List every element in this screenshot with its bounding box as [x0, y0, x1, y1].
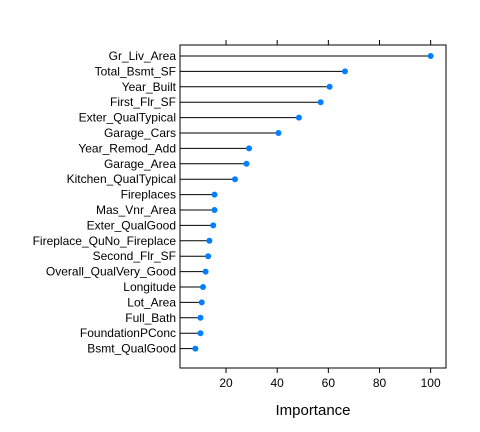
tick-label-100: 100 [421, 376, 441, 390]
point-kitchen-qualtypical [231, 176, 238, 183]
point-garage-area [243, 160, 250, 167]
label-first-flr-sf: First_Flr_SF [110, 95, 176, 109]
tick-label-60: 60 [322, 376, 336, 390]
label-gr-liv-area: Gr_Liv_Area [109, 49, 177, 63]
label-year-built: Year_Built [122, 80, 177, 94]
label-longitude: Longitude [123, 280, 176, 294]
point-year-remod-add [246, 145, 253, 152]
label-exter-qualgood: Exter_QualGood [87, 218, 176, 232]
label-fireplaces: Fireplaces [121, 188, 176, 202]
points-group [192, 53, 434, 352]
point-exter-qualgood [210, 222, 217, 229]
tick-label-80: 80 [373, 376, 387, 390]
label-mas-vnr-area: Mas_Vnr_Area [96, 203, 176, 217]
label-exter-qualtypical: Exter_QualTypical [79, 111, 176, 125]
label-full-bath: Full_Bath [125, 311, 176, 325]
label-garage-area: Garage_Area [104, 157, 176, 171]
point-overall-qualvery-good [202, 268, 209, 275]
point-bsmt-qualgood [192, 345, 199, 352]
label-second-flr-sf: Second_Flr_SF [93, 249, 176, 263]
point-year-built [326, 83, 333, 90]
point-lot-area [198, 299, 205, 306]
point-fireplace-quno-fireplace [206, 237, 213, 244]
point-foundationpconc [197, 330, 204, 337]
label-kitchen-qualtypical: Kitchen_QualTypical [67, 172, 176, 186]
point-exter-qualtypical [295, 114, 302, 121]
point-mas-vnr-area [211, 207, 218, 213]
x-axis-ticks: 20 40 60 80 100 [219, 40, 441, 390]
label-total-bsmt-sf: Total_Bsmt_SF [95, 64, 176, 78]
point-second-flr-sf [205, 253, 212, 260]
point-garage-cars [275, 130, 282, 136]
plot-frame [179, 44, 447, 369]
tick-label-20: 20 [219, 376, 233, 390]
point-gr-liv-area [427, 53, 434, 59]
point-total-bsmt-sf [341, 68, 348, 75]
point-fireplaces [211, 191, 218, 198]
point-longitude [200, 284, 207, 290]
label-foundationpconc: FoundationPConc [80, 326, 176, 340]
point-full-bath [197, 314, 204, 321]
label-garage-cars: Garage_Cars [104, 126, 176, 140]
point-first-flr-sf [317, 99, 324, 106]
tick-label-40: 40 [271, 376, 285, 390]
x-axis-title: Importance [275, 402, 350, 419]
label-lot-area: Lot_Area [127, 295, 176, 309]
label-bsmt-qualgood: Bsmt_QualGood [87, 342, 176, 356]
stems-group [180, 55, 431, 350]
label-year-remod-add: Year_Remod_Add [78, 141, 176, 155]
label-fireplace-quno-fireplace: Fireplace_QuNo_Fireplace [33, 234, 177, 248]
label-overall-qualvery-good: Overall_QualVery_Good [46, 265, 176, 279]
